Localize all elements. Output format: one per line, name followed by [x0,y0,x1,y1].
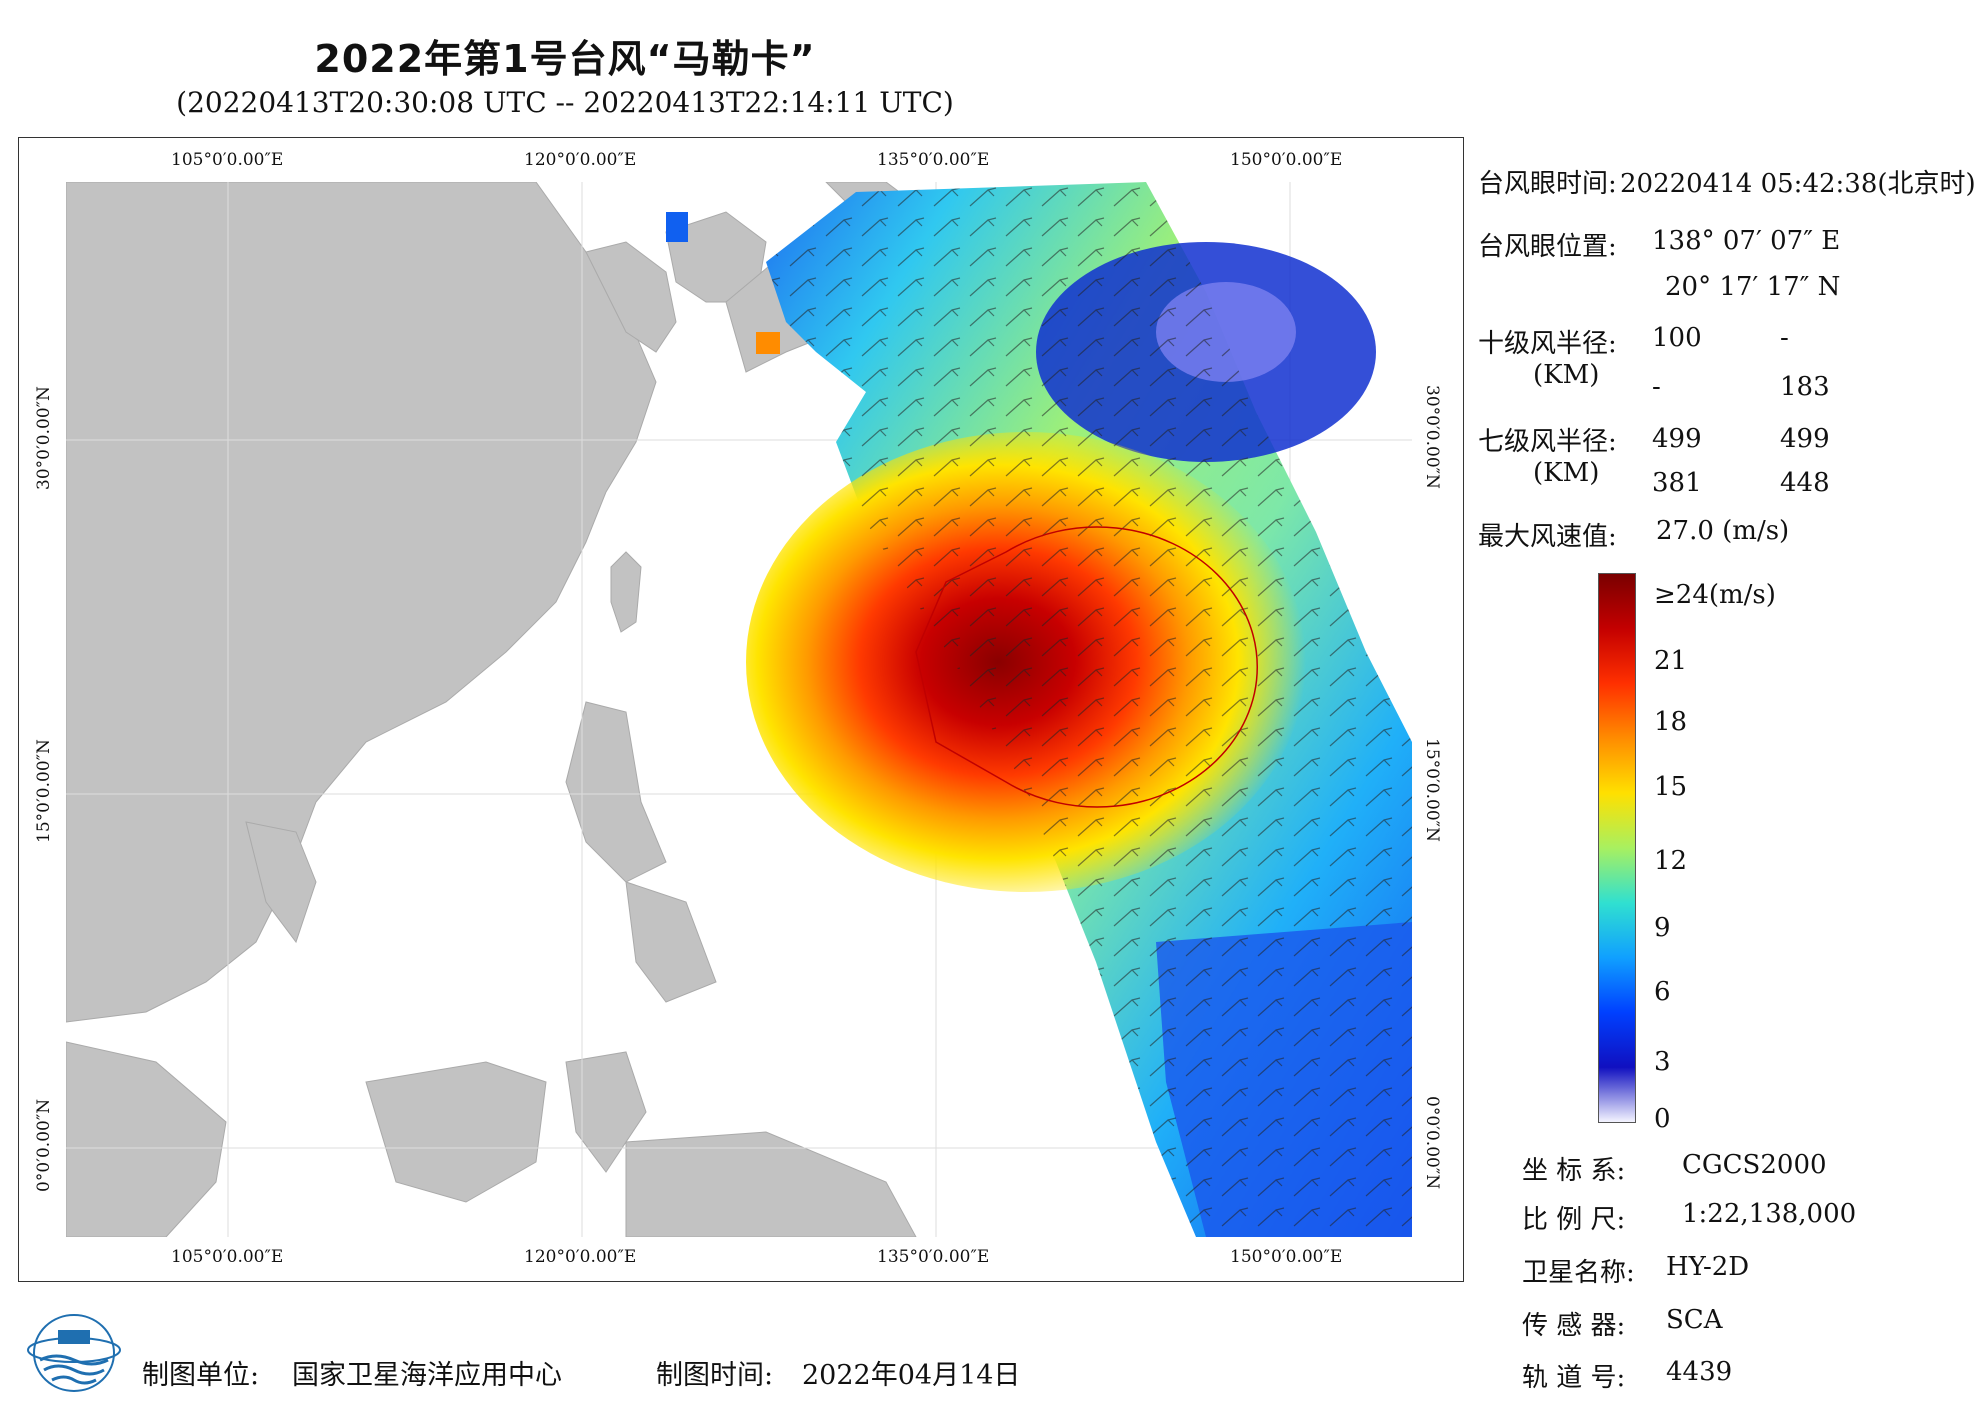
legend-label-12: 12 [1654,846,1688,876]
footer-time-value: 2022年04月14日 [802,1360,1021,1391]
r7-ne: 499 [1652,424,1702,454]
max-wind-value: 27.0 (m/s) [1656,516,1790,546]
legend-label-18: 18 [1654,707,1688,737]
lat-label-left-3: 0°0′0.00″N [34,1098,54,1192]
lon-label-bottom-4: 150°0′0.00″E [1230,1247,1343,1267]
legend-label-21: 21 [1654,646,1688,676]
legend-label-9: 9 [1654,913,1671,943]
r10-unit: (KM) [1533,360,1600,390]
map-subtitle: (20220413T20:30:08 UTC -- 20220413T22:14… [176,86,954,119]
legend-label-15: 15 [1654,772,1688,802]
eye-latitude: 20° 17′ 17″ N [1665,272,1841,302]
lat-label-right-2: 15°0′0.00″N [1422,738,1442,842]
r7-sw: 381 [1652,468,1702,498]
r7-nw: 448 [1780,468,1830,498]
lon-label-top-4: 150°0′0.00″E [1230,150,1343,170]
map-frame [18,137,1464,1282]
lon-label-bottom-1: 105°0′0.00″E [171,1247,284,1267]
r10-ne: 100 [1652,323,1702,353]
lon-label-bottom-3: 135°0′0.00″E [877,1247,990,1267]
orbit-label: 轨 道 号: [1522,1363,1626,1393]
orbit-value: 4439 [1666,1357,1733,1387]
lon-label-top-1: 105°0′0.00″E [171,150,284,170]
max-wind-label: 最大风速值: [1478,522,1617,552]
legend-label-24: ≥24(m/s) [1654,580,1776,610]
r10-sw: - [1652,372,1661,402]
r7-label: 七级风半径: [1478,427,1617,457]
footer-unit-value: 国家卫星海洋应用中心 [292,1360,562,1391]
satellite-value: HY-2D [1666,1252,1750,1282]
map-title: 2022年第1号台风“马勒卡” [314,37,816,81]
satellite-label: 卫星名称: [1522,1258,1635,1288]
eye-position-label: 台风眼位置: [1478,232,1617,262]
crs-label: 坐 标 系: [1522,1156,1626,1186]
lat-label-right-3: 0°0′0.00″N [1422,1096,1442,1190]
sensor-label: 传 感 器: [1522,1311,1626,1341]
nsoas-logo [27,1314,121,1392]
footer-unit-label: 制图单位: [142,1360,260,1391]
sensor-value: SCA [1666,1305,1723,1335]
lat-label-right-1: 30°0′0.00″N [1422,385,1442,489]
lon-label-bottom-2: 120°0′0.00″E [524,1247,637,1267]
legend-label-3: 3 [1654,1047,1671,1077]
wind-map [66,182,1412,1237]
eye-longitude: 138° 07′ 07″ E [1652,226,1841,256]
r7-unit: (KM) [1533,458,1600,488]
crs-value: CGCS2000 [1682,1150,1827,1180]
legend-label-0: 0 [1654,1104,1671,1134]
wind-speed-colorbar [1598,573,1636,1123]
legend-label-6: 6 [1654,977,1671,1007]
lon-label-top-2: 120°0′0.00″E [524,150,637,170]
eye-time-label: 台风眼时间: [1478,169,1617,199]
lat-label-left-2: 15°0′0.00″N [34,739,54,843]
r10-nw: 183 [1780,372,1830,402]
r10-label: 十级风半径: [1478,329,1617,359]
lat-label-left-1: 30°0′0.00″N [34,386,54,490]
r10-se: - [1780,323,1789,353]
r7-se: 499 [1780,424,1830,454]
lon-label-top-3: 135°0′0.00″E [877,150,990,170]
scale-value: 1:22,138,000 [1682,1199,1857,1229]
scale-label: 比 例 尺: [1522,1205,1626,1235]
eye-time-value: 20220414 05:42:38(北京时) [1620,169,1976,199]
footer-time-label: 制图时间: [656,1360,774,1391]
